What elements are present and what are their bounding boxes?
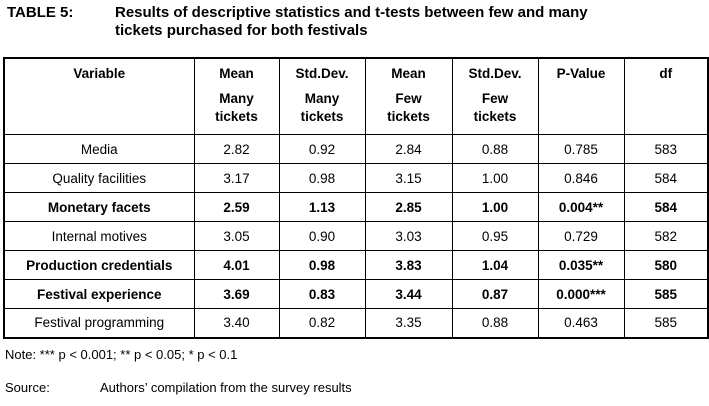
cell-pvalue: 0.004** bbox=[537, 192, 625, 222]
cell-pvalue: 0.846 bbox=[537, 163, 625, 193]
cell-pvalue: 0.000*** bbox=[537, 279, 625, 309]
cell-sd-many: 0.90 bbox=[278, 221, 366, 251]
table-row: Media 2.82 0.92 2.84 0.88 0.785 583 bbox=[3, 134, 709, 164]
table-row: Monetary facets 2.59 1.13 2.85 1.00 0.00… bbox=[3, 192, 709, 222]
source-label: Source: bbox=[5, 380, 50, 395]
cell-variable: Quality facilities bbox=[3, 163, 195, 193]
cell-mean-few: 2.85 bbox=[364, 192, 453, 222]
cell-df: 580 bbox=[623, 250, 709, 280]
source-line: Source: Authors’ compilation from the sur… bbox=[5, 380, 352, 395]
cell-variable: Festival experience bbox=[3, 279, 195, 309]
cell-sd-few: 0.88 bbox=[451, 134, 539, 164]
table-row: Internal motives 3.05 0.90 3.03 0.95 0.7… bbox=[3, 221, 709, 251]
statistics-table: Variable Mean Many tickets Std.Dev. Many tic… bbox=[3, 57, 709, 339]
cell-sd-many: 0.92 bbox=[278, 134, 366, 164]
cell-sd-few: 1.00 bbox=[451, 163, 539, 193]
column-header-mean-few: Mean Few tickets bbox=[364, 57, 453, 135]
cell-mean-many: 3.17 bbox=[193, 163, 280, 193]
cell-sd-few: 0.87 bbox=[451, 279, 539, 309]
cell-sd-many: 0.83 bbox=[278, 279, 366, 309]
cell-df: 585 bbox=[623, 279, 709, 309]
column-header-variable: Variable bbox=[3, 57, 195, 135]
cell-sd-few: 1.00 bbox=[451, 192, 539, 222]
cell-pvalue: 0.463 bbox=[537, 308, 625, 338]
cell-mean-many: 3.05 bbox=[193, 221, 280, 251]
cell-variable: Media bbox=[3, 134, 195, 164]
cell-df: 582 bbox=[623, 221, 709, 251]
cell-variable: Internal motives bbox=[3, 221, 195, 251]
cell-mean-few: 3.15 bbox=[364, 163, 453, 193]
cell-sd-few: 1.04 bbox=[451, 250, 539, 280]
source-text: Authors’ compilation from the survey res… bbox=[100, 380, 352, 395]
cell-sd-few: 0.95 bbox=[451, 221, 539, 251]
table-caption-number: TABLE 5: bbox=[7, 4, 74, 21]
cell-sd-many: 0.98 bbox=[278, 250, 366, 280]
significance-note: Note: *** p < 0.001; ** p < 0.05; * p < … bbox=[5, 347, 238, 362]
cell-variable: Production credentials bbox=[3, 250, 195, 280]
cell-pvalue: 0.035** bbox=[537, 250, 625, 280]
cell-df: 585 bbox=[623, 308, 709, 338]
column-header-stddev-few: Std.Dev. Few tickets bbox=[451, 57, 539, 135]
cell-mean-many: 2.82 bbox=[193, 134, 280, 164]
header-row: Variable Mean Many tickets Std.Dev. Many tic… bbox=[3, 57, 709, 135]
cell-mean-many: 2.59 bbox=[193, 192, 280, 222]
column-header-mean-many: Mean Many tickets bbox=[193, 57, 280, 135]
cell-mean-many: 3.40 bbox=[193, 308, 280, 338]
table-body: Media 2.82 0.92 2.84 0.88 0.785 583 Qual… bbox=[3, 134, 709, 338]
cell-mean-many: 3.69 bbox=[193, 279, 280, 309]
cell-df: 583 bbox=[623, 134, 709, 164]
cell-mean-many: 4.01 bbox=[193, 250, 280, 280]
table-caption-title: Results of descriptive statistics and t-… bbox=[115, 4, 588, 40]
cell-mean-few: 3.35 bbox=[364, 308, 453, 338]
cell-pvalue: 0.785 bbox=[537, 134, 625, 164]
table-row: Production credentials 4.01 0.98 3.83 1.… bbox=[3, 250, 709, 280]
cell-variable: Monetary facets bbox=[3, 192, 195, 222]
table-row: Festival experience 3.69 0.83 3.44 0.87 … bbox=[3, 279, 709, 309]
cell-mean-few: 2.84 bbox=[364, 134, 453, 164]
cell-pvalue: 0.729 bbox=[537, 221, 625, 251]
cell-df: 584 bbox=[623, 192, 709, 222]
cell-mean-few: 3.44 bbox=[364, 279, 453, 309]
cell-sd-many: 0.82 bbox=[278, 308, 366, 338]
cell-mean-few: 3.83 bbox=[364, 250, 453, 280]
table-row: Festival programming 3.40 0.82 3.35 0.88… bbox=[3, 308, 709, 338]
column-header-pvalue: P-Value bbox=[537, 57, 625, 135]
cell-sd-many: 1.13 bbox=[278, 192, 366, 222]
cell-sd-many: 0.98 bbox=[278, 163, 366, 193]
column-header-stddev-many: Std.Dev. Many tickets bbox=[278, 57, 366, 135]
column-header-df: df bbox=[623, 57, 709, 135]
cell-df: 584 bbox=[623, 163, 709, 193]
table-caption-title-line1: Results of descriptive statistics and t-… bbox=[115, 4, 588, 21]
table-row: Quality facilities 3.17 0.98 3.15 1.00 0… bbox=[3, 163, 709, 193]
cell-variable: Festival programming bbox=[3, 308, 195, 338]
cell-mean-few: 3.03 bbox=[364, 221, 453, 251]
table-caption-title-line2: tickets purchased for both festivals bbox=[115, 22, 368, 39]
table-caption: TABLE 5: Results of descriptive statisti… bbox=[7, 4, 588, 40]
cell-sd-few: 0.88 bbox=[451, 308, 539, 338]
